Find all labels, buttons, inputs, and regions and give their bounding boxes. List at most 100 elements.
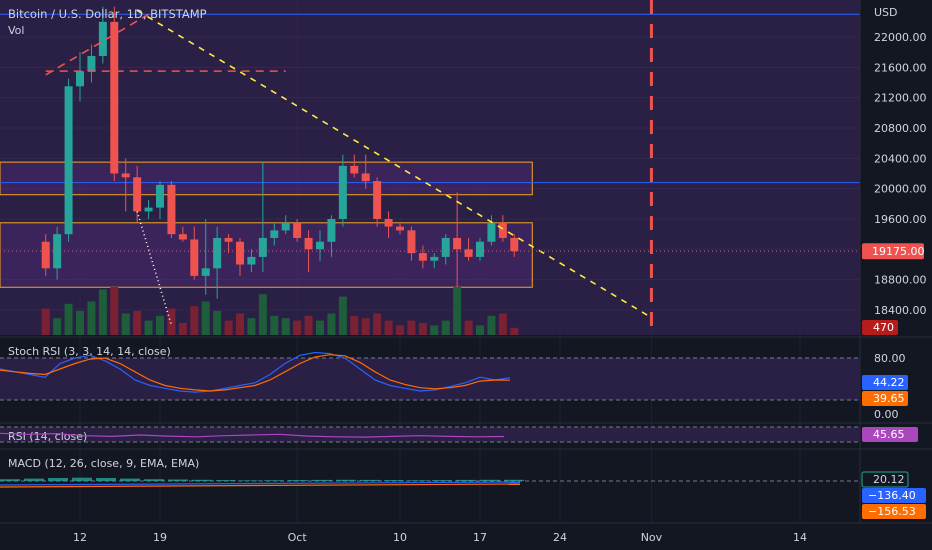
macd-hist-bar xyxy=(168,479,188,481)
stoch-d-badge xyxy=(862,391,908,406)
price-axis-ticks[interactable]: 22000.00 21600.00 21200.00 20800.00 20400.00… xyxy=(874,31,927,317)
volume-bar xyxy=(144,320,153,335)
macd-hist-bar xyxy=(504,479,524,481)
volume-bar xyxy=(498,313,507,335)
stoch-band xyxy=(0,358,860,400)
macd-hist-bar xyxy=(120,478,140,481)
candle-body xyxy=(464,249,473,257)
volume-bar xyxy=(316,320,324,335)
volume-bar xyxy=(327,313,336,335)
volume-bar xyxy=(247,318,256,335)
volume-bar xyxy=(201,301,210,335)
candle-body xyxy=(178,234,187,240)
candle-body xyxy=(293,222,302,238)
candle-body xyxy=(213,237,222,269)
candle-body xyxy=(41,241,50,269)
horizontal-lines xyxy=(0,13,860,184)
macd-hist-bar xyxy=(144,479,164,481)
volume-bar xyxy=(384,320,393,335)
volume-bar xyxy=(178,323,187,335)
candle-body xyxy=(361,173,370,182)
candlesticks[interactable] xyxy=(41,6,519,299)
volume-bar xyxy=(121,313,130,335)
macd-hist-bar xyxy=(288,480,308,481)
macd-hist-bar xyxy=(72,477,92,481)
candle-body xyxy=(418,253,427,261)
stoch-k-badge xyxy=(862,375,908,390)
candle-body xyxy=(156,184,164,208)
price-tick-label: 21200.00 xyxy=(874,92,927,105)
candle-body xyxy=(64,86,73,235)
price-tick-label: 22000.00 xyxy=(874,31,927,44)
candle-body xyxy=(510,237,519,252)
macd-hist-bar xyxy=(456,479,476,481)
macd-hist-bar xyxy=(408,480,428,481)
macd-line-value: −136.40 xyxy=(868,489,916,502)
volume-bar xyxy=(464,320,473,335)
price-tick-label: 19600.00 xyxy=(874,213,927,226)
macd-hist-bar xyxy=(480,479,500,481)
trendlines[interactable] xyxy=(45,9,652,326)
volume-bar xyxy=(338,296,347,335)
price-tick-label: 18400.00 xyxy=(874,304,927,317)
candle-body xyxy=(338,165,347,219)
currency-label: USD xyxy=(874,6,898,19)
macd-histogram xyxy=(0,477,524,488)
volume-bar xyxy=(213,311,222,335)
volume-bar xyxy=(487,315,496,335)
rsi-band xyxy=(0,427,860,442)
macd-hist-bar xyxy=(96,478,116,481)
time-tick-label: 17 xyxy=(473,531,487,544)
volume-bar xyxy=(133,311,142,335)
candle-body xyxy=(247,256,256,265)
macd-signal-badge xyxy=(862,504,926,519)
candle-body xyxy=(144,207,153,212)
candle-body xyxy=(441,237,450,257)
rsi-line xyxy=(0,432,505,438)
macd-hist-value: 20.12 xyxy=(873,473,905,486)
volume-bar xyxy=(167,308,176,335)
candle-body xyxy=(87,55,96,72)
candle-body xyxy=(487,222,496,242)
price-tick-label: 20400.00 xyxy=(874,152,927,165)
volume-bar xyxy=(156,315,164,335)
volume-bar xyxy=(236,313,244,335)
time-tick-label: 12 xyxy=(73,531,87,544)
macd-hist-bar xyxy=(48,478,68,481)
candle-body xyxy=(384,219,393,227)
volume-bar xyxy=(293,320,302,335)
stoch-axis-80: 80.00 xyxy=(874,352,906,365)
time-tick-label: Nov xyxy=(641,531,663,544)
candle-body xyxy=(98,21,107,56)
candle-body xyxy=(201,268,210,276)
candle-body xyxy=(224,237,233,242)
macd-hist-bar xyxy=(216,480,236,481)
macd-hist-bar xyxy=(312,479,332,481)
candle-body xyxy=(110,21,119,174)
trendline xyxy=(45,13,149,76)
last-price-badge xyxy=(862,243,924,260)
stoch-title: Stoch RSI (3, 3, 14, 14, close) xyxy=(8,345,171,358)
volume-bar xyxy=(418,323,427,335)
volume-bar xyxy=(407,320,416,335)
macd-line xyxy=(0,481,521,486)
macd-hist-badge xyxy=(861,471,909,488)
last-price-badge-text: 19175.00 xyxy=(872,245,925,258)
volume-bar xyxy=(224,320,233,335)
volume-bars xyxy=(41,287,519,335)
macd-hist-bar xyxy=(432,480,452,481)
volume-bar xyxy=(98,289,107,335)
volume-bar xyxy=(430,325,439,335)
candle-body xyxy=(407,230,416,254)
candle-body xyxy=(281,222,290,231)
candle-body xyxy=(304,237,313,250)
candle-body xyxy=(350,165,359,174)
candle-body xyxy=(167,184,176,235)
time-axis-ticks[interactable]: 12 19 Oct 10 17 24 Nov 14 xyxy=(73,531,807,544)
macd-hist-bar xyxy=(192,479,212,481)
candle-body xyxy=(498,222,507,238)
price-zone-box xyxy=(0,161,533,196)
stoch-d-line xyxy=(0,354,511,392)
volume-bar xyxy=(190,306,199,335)
